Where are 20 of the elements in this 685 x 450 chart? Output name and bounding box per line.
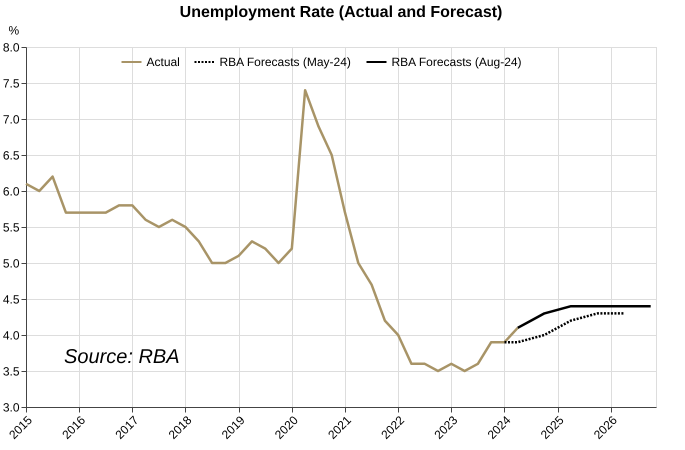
- y-tick-label: 6.0: [2, 184, 20, 198]
- y-tick-label: 4.0: [2, 328, 20, 342]
- y-tick-label: 5.0: [2, 256, 20, 270]
- y-axis-title: %: [8, 24, 20, 38]
- y-tick-label: 4.5: [2, 292, 20, 306]
- y-tick-label: 3.5: [2, 364, 20, 378]
- y-tick-label: 5.5: [2, 220, 20, 234]
- annotation: Source: RBA: [64, 346, 180, 368]
- legend-label: RBA Forecasts (Aug-24): [392, 55, 522, 69]
- legend-label: RBA Forecasts (May-24): [220, 55, 351, 69]
- y-tick-label: 7.0: [2, 112, 20, 126]
- y-tick-label: 3.0: [2, 400, 20, 414]
- y-tick-label: 8.0: [2, 40, 20, 54]
- line-series: [503, 312, 626, 344]
- line-series: [516, 304, 652, 330]
- y-tick-label: 7.5: [2, 76, 20, 90]
- legend-label: Actual: [146, 55, 180, 69]
- y-tick-label: 6.5: [2, 148, 20, 162]
- line-series: [24, 88, 520, 372]
- chart-title: Unemployment Rate (Actual and Forecast): [180, 4, 502, 21]
